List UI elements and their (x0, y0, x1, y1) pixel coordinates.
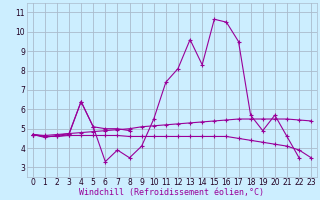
X-axis label: Windchill (Refroidissement éolien,°C): Windchill (Refroidissement éolien,°C) (79, 188, 264, 197)
